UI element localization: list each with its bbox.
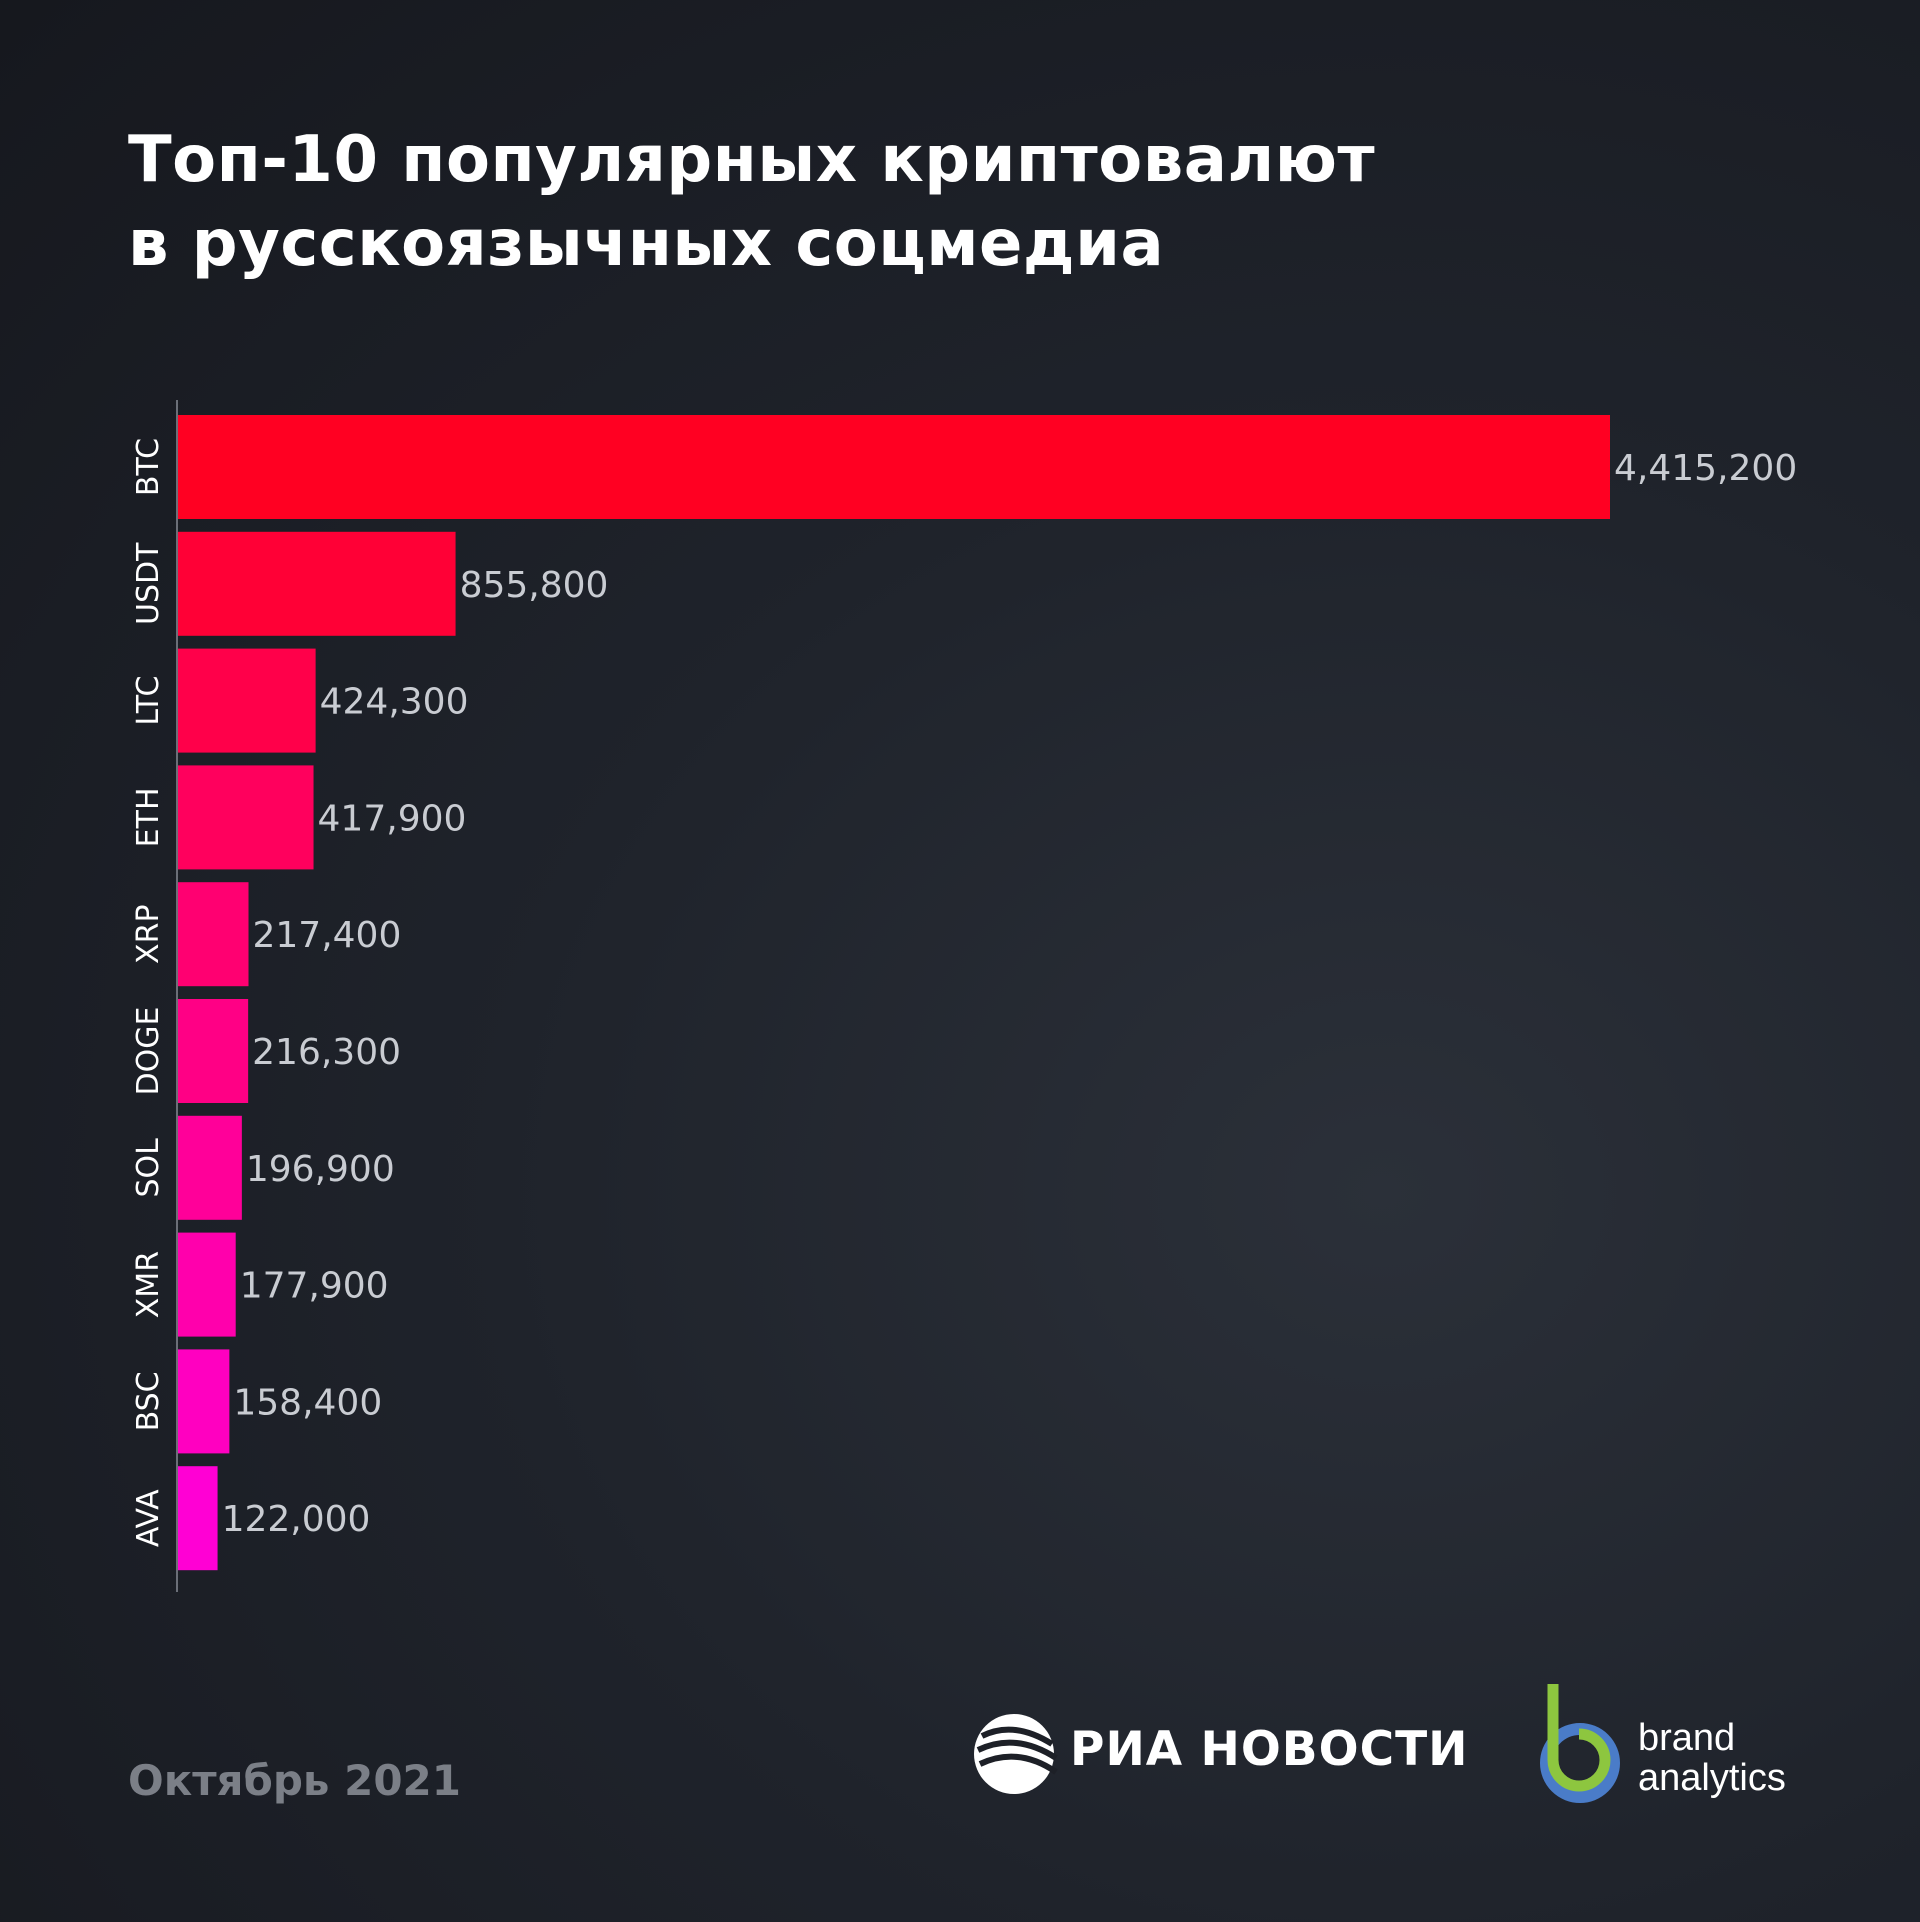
value-label-xrp: 217,400 [253, 915, 402, 956]
brand-analytics-line1: brand [1638, 1717, 1736, 1759]
value-label-usdt: 855,800 [460, 565, 609, 606]
bar-doge [178, 999, 249, 1103]
category-label-bsc: BSC [131, 1371, 166, 1431]
value-label-bsc: 158,400 [233, 1382, 382, 1423]
bar-ava [178, 1466, 218, 1571]
category-label-usdt: USDT [131, 542, 166, 625]
category-label-sol: SOL [131, 1138, 166, 1198]
bar-xrp [178, 882, 249, 987]
value-label-btc: 4,415,200 [1614, 448, 1797, 489]
category-label-ltc: LTC [131, 676, 166, 726]
chart-title-line2: в русскоязычных соцмедиа [128, 207, 1165, 281]
chart-title: Топ-10 популярных криптовалют в русскояз… [128, 118, 1728, 286]
bar-ltc [178, 648, 316, 753]
value-label-ltc: 424,300 [320, 682, 469, 723]
value-label-doge: 216,300 [252, 1032, 401, 1073]
bar-bsc [178, 1349, 230, 1454]
value-label-sol: 196,900 [246, 1149, 395, 1190]
bar-usdt [178, 531, 456, 636]
bar-sol [178, 1115, 242, 1220]
category-label-doge: DOGE [131, 1007, 166, 1096]
category-label-btc: BTC [131, 438, 166, 496]
category-label-xmr: XMR [131, 1251, 166, 1318]
ria-globe-logo-icon [974, 1714, 1058, 1794]
bar-xmr [178, 1232, 236, 1337]
footer-date: Октябрь 2021 [128, 1756, 461, 1805]
value-label-eth: 417,900 [318, 798, 467, 839]
value-label-xmr: 177,900 [240, 1266, 389, 1307]
brand-analytics-logo-text: brand analytics [1638, 1718, 1786, 1798]
brand-analytics-logo-icon [1540, 1684, 1620, 1803]
brand-analytics-line2: analytics [1638, 1757, 1786, 1799]
chart-title-line1: Топ-10 популярных криптовалют [128, 123, 1376, 197]
bar-btc [178, 415, 1610, 519]
category-label-xrp: XRP [131, 904, 166, 964]
value-label-ava: 122,000 [222, 1499, 371, 1540]
category-label-ava: AVA [131, 1489, 166, 1547]
category-label-eth: ETH [131, 787, 166, 847]
ria-logo-text: РИА НОВОСТИ [1070, 1722, 1469, 1777]
bar-eth [178, 765, 314, 870]
